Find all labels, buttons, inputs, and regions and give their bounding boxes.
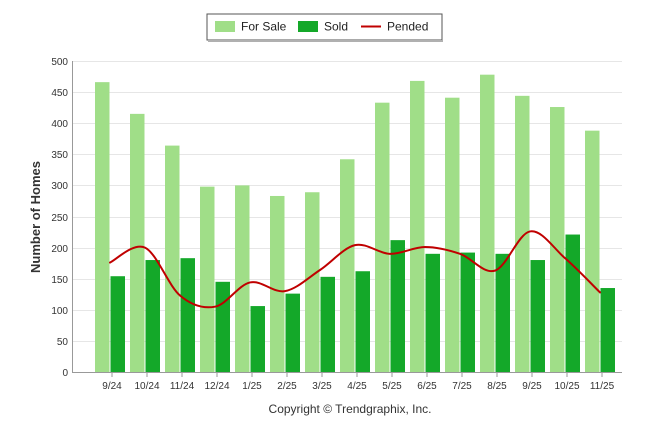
x-tick-label: 6/25 xyxy=(417,381,437,392)
x-tick-label: 10/24 xyxy=(134,381,159,392)
bar-sold xyxy=(110,276,125,372)
bar-for-sale xyxy=(235,185,250,372)
y-tick-label: 50 xyxy=(57,337,69,348)
bar-sold xyxy=(320,276,335,372)
legend-swatch-for-sale xyxy=(215,21,235,32)
x-tick-label: 3/25 xyxy=(312,381,332,392)
y-tick-label: 300 xyxy=(51,181,68,192)
bar-for-sale xyxy=(480,74,495,373)
y-tick-label: 0 xyxy=(62,368,68,379)
bar-sold xyxy=(145,260,160,372)
x-tick-label: 4/25 xyxy=(347,381,367,392)
bar-sold xyxy=(565,234,580,372)
bar-sold xyxy=(285,293,300,372)
bar-for-sale xyxy=(270,195,285,372)
bar-sold xyxy=(215,281,230,372)
y-tick-label: 400 xyxy=(51,119,68,130)
legend-label-for-sale: For Sale xyxy=(241,20,287,34)
bar-sold xyxy=(530,260,545,372)
y-tick-label: 500 xyxy=(51,57,68,68)
x-tick-label: 10/25 xyxy=(554,381,579,392)
bar-for-sale xyxy=(130,113,145,373)
bar-sold xyxy=(180,258,195,372)
y-tick-label: 250 xyxy=(51,213,68,224)
legend-label-sold: Sold xyxy=(324,20,348,34)
pended-line xyxy=(109,230,601,309)
x-tick-label: 11/24 xyxy=(170,381,195,392)
bar-sold xyxy=(355,271,370,372)
x-tick-label: 1/25 xyxy=(242,381,262,392)
bar-for-sale xyxy=(305,192,320,372)
bar-for-sale xyxy=(515,95,530,372)
y-tick-label: 350 xyxy=(51,150,68,161)
legend-box xyxy=(206,13,443,41)
y-tick-label: 200 xyxy=(51,244,68,255)
x-tick-label: 2/25 xyxy=(277,381,297,392)
x-tick-label: 12/24 xyxy=(204,381,229,392)
y-tick-label: 100 xyxy=(51,306,68,317)
bar-sold xyxy=(600,288,615,372)
bar-sold xyxy=(460,252,475,372)
bar-for-sale xyxy=(95,82,110,372)
x-tick-label: 9/25 xyxy=(522,381,542,392)
bar-sold xyxy=(425,253,440,372)
x-tick-label: 5/25 xyxy=(382,381,402,392)
axes xyxy=(72,61,622,377)
bar-for-sale xyxy=(200,186,215,372)
y-tick-label: 150 xyxy=(51,275,68,286)
bar-for-sale xyxy=(445,97,460,372)
bar-sold xyxy=(390,240,405,372)
bar-for-sale xyxy=(340,159,355,372)
bar-for-sale xyxy=(165,145,180,372)
copyright-text: Copyright © Trendgraphix, Inc. xyxy=(269,402,432,416)
bar-sold xyxy=(250,306,265,372)
legend-swatch-sold xyxy=(298,21,318,32)
x-tick-label: 8/25 xyxy=(487,381,507,392)
bar-for-sale xyxy=(375,102,390,372)
bar-for-sale xyxy=(410,80,425,373)
y-axis-label: Number of Homes xyxy=(28,161,43,273)
bar-for-sale xyxy=(550,107,565,372)
legend: For Sale Sold Pended xyxy=(206,13,443,42)
y-tick-label: 450 xyxy=(51,88,68,99)
pended-line-layer xyxy=(109,230,601,309)
bars xyxy=(95,74,615,373)
legend-label-pended: Pended xyxy=(387,20,428,34)
tick-labels: 0 50 100 150 200 250 300 350 400 450 500 9/24 10/24 1… xyxy=(51,57,614,392)
bar-sold xyxy=(495,253,510,372)
x-tick-label: 9/24 xyxy=(102,381,122,392)
x-tick-label: 11/25 xyxy=(590,381,615,392)
bar-for-sale xyxy=(585,130,600,372)
x-tick-label: 7/25 xyxy=(452,381,472,392)
